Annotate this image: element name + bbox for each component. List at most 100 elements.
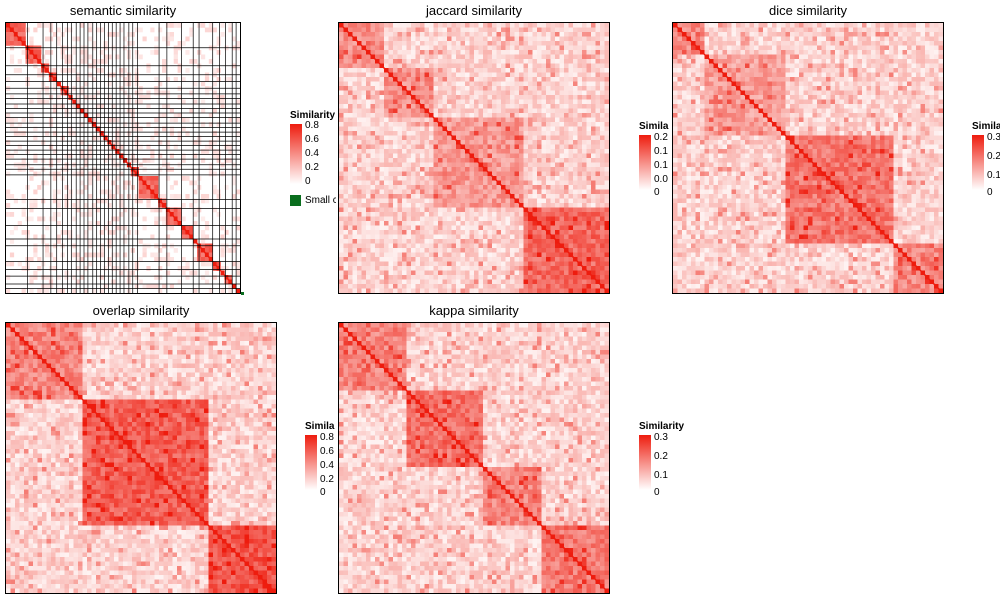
heatmap-cell bbox=[429, 198, 434, 204]
heatmap-cell bbox=[700, 32, 705, 37]
heatmap-cell bbox=[736, 27, 741, 33]
heatmap-cell bbox=[366, 225, 371, 231]
heatmap-cell bbox=[573, 216, 578, 222]
heatmap-cell bbox=[505, 230, 511, 235]
heatmap-cell bbox=[348, 239, 353, 244]
heatmap-cell bbox=[573, 198, 578, 204]
heatmap-cell bbox=[447, 216, 452, 222]
heatmap-cell bbox=[465, 27, 470, 33]
heatmap-cell bbox=[348, 176, 353, 181]
heatmap-cell bbox=[460, 171, 466, 177]
heatmap-cell bbox=[366, 104, 371, 109]
heatmap-cell bbox=[541, 95, 547, 100]
heatmap-cell bbox=[469, 117, 475, 123]
heatmap-cell bbox=[420, 122, 425, 127]
heatmap-cell bbox=[72, 68, 77, 73]
heatmap-cell bbox=[29, 207, 34, 213]
heatmap-cell bbox=[352, 27, 358, 33]
heatmap-cell bbox=[384, 86, 389, 91]
heatmap-cell bbox=[595, 54, 601, 60]
heatmap-cell bbox=[514, 279, 520, 285]
heatmap-cell bbox=[555, 122, 560, 127]
heatmap-cell bbox=[460, 189, 466, 195]
heatmap-cell bbox=[586, 243, 592, 249]
heatmap-cell bbox=[357, 95, 362, 100]
heatmap-cell bbox=[469, 135, 475, 141]
heatmap-cell bbox=[406, 284, 412, 289]
heatmap-cell bbox=[505, 203, 511, 208]
heatmap-cell bbox=[123, 81, 128, 87]
heatmap-cell bbox=[604, 167, 609, 172]
heatmap-cell bbox=[339, 158, 344, 163]
heatmap-cell bbox=[204, 198, 210, 204]
heatmap-cell bbox=[537, 176, 542, 181]
heatmap-cell bbox=[573, 108, 578, 114]
heatmap-cell bbox=[451, 234, 457, 240]
heatmap-cell bbox=[492, 162, 497, 168]
heatmap-cell bbox=[208, 23, 213, 28]
heatmap-cell bbox=[555, 275, 560, 280]
heatmap-cell bbox=[483, 239, 488, 244]
heatmap-cell bbox=[478, 36, 484, 42]
heatmap-cell bbox=[577, 189, 583, 195]
heatmap-cell bbox=[361, 27, 367, 33]
heatmap-cell bbox=[357, 126, 362, 132]
heatmap-cell bbox=[510, 54, 515, 60]
heatmap-cell bbox=[523, 279, 529, 285]
heatmap-cell bbox=[375, 63, 380, 69]
heatmap-cell bbox=[415, 122, 421, 127]
heatmap-cell bbox=[754, 23, 759, 28]
heatmap-cell bbox=[586, 27, 592, 33]
heatmap-cell bbox=[469, 243, 475, 249]
heatmap-cell bbox=[212, 27, 217, 33]
heatmap-cell bbox=[177, 68, 182, 73]
heatmap-cell bbox=[600, 81, 605, 87]
heatmap-cell bbox=[550, 86, 556, 91]
heatmap-cell bbox=[546, 221, 551, 226]
heatmap-cell bbox=[193, 59, 198, 64]
heatmap-cell bbox=[370, 234, 376, 240]
heatmap-cell bbox=[528, 95, 533, 100]
heatmap-cell bbox=[375, 113, 380, 118]
heatmap-cell bbox=[348, 162, 353, 168]
heatmap-cell bbox=[577, 185, 583, 190]
heatmap-cell bbox=[501, 45, 506, 51]
heatmap-cell bbox=[559, 288, 565, 293]
heatmap-cell bbox=[169, 185, 174, 190]
heatmap-cell bbox=[415, 144, 421, 150]
heatmap-cell bbox=[591, 135, 596, 141]
heatmap-cell bbox=[713, 32, 719, 37]
heatmap-cell bbox=[799, 23, 804, 28]
heatmap-cell bbox=[911, 36, 917, 42]
heatmap-cell bbox=[375, 41, 380, 46]
heatmap-cell bbox=[162, 36, 167, 42]
heatmap-cell bbox=[173, 77, 178, 82]
heatmap-cell bbox=[564, 239, 569, 244]
heatmap-cell bbox=[559, 203, 565, 208]
heatmap-cell bbox=[415, 23, 421, 28]
heatmap-cell bbox=[9, 261, 15, 267]
heatmap-cell bbox=[537, 239, 542, 244]
heatmap-cell bbox=[586, 95, 592, 100]
heatmap-cell bbox=[487, 225, 493, 231]
heatmap-cell bbox=[478, 108, 484, 114]
heatmap-cell bbox=[433, 95, 439, 100]
heatmap-cell bbox=[9, 117, 15, 123]
heatmap-cell bbox=[384, 131, 389, 136]
heatmap-cell bbox=[361, 162, 367, 168]
heatmap-cell bbox=[478, 257, 484, 262]
heatmap-cell bbox=[582, 77, 587, 82]
heatmap-cell bbox=[591, 176, 596, 181]
heatmap-cell bbox=[528, 72, 533, 78]
heatmap-cell bbox=[142, 284, 147, 289]
heatmap-cell bbox=[411, 149, 416, 154]
heatmap-cell bbox=[875, 41, 881, 46]
heatmap-cell bbox=[555, 86, 560, 91]
heatmap-cell bbox=[492, 153, 497, 159]
heatmap-cell bbox=[487, 122, 493, 127]
heatmap-cell bbox=[591, 99, 596, 105]
heatmap-cell bbox=[208, 171, 213, 177]
heatmap-cell bbox=[483, 243, 488, 249]
heatmap-cell bbox=[424, 131, 430, 136]
heatmap-cell bbox=[537, 77, 542, 82]
